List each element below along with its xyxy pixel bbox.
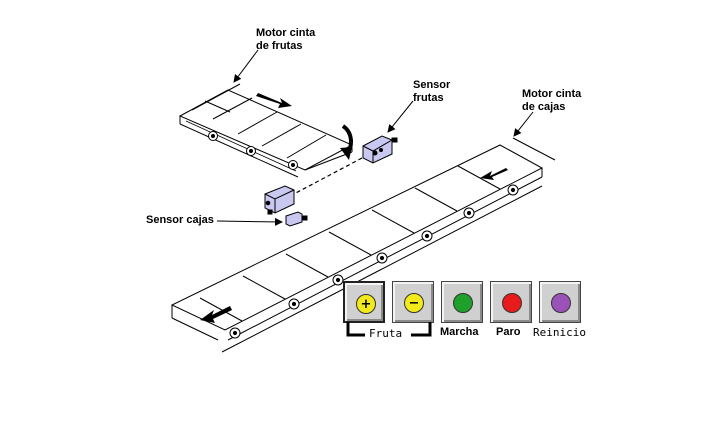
- box-belt-rollers: [229, 184, 519, 339]
- green-lamp-icon: [453, 293, 473, 313]
- fruta-group-bracket: [346, 322, 432, 337]
- box-sensor: [264, 185, 295, 215]
- motor-box-belt-label: Motor cinta de cajas: [522, 88, 581, 114]
- fruit-belt-direction-arrow: [256, 93, 292, 108]
- box-conveyor-belt: [170, 137, 556, 353]
- motor-fruit-belt-label-line2: de frutas: [256, 40, 303, 52]
- fruit-conveyor-belt: [178, 83, 354, 178]
- marcha-label: Marcha: [440, 326, 479, 338]
- paro-label: Paro: [496, 326, 521, 338]
- fruit-sensor-label: Sensor frutas: [413, 79, 450, 105]
- box-sensor-label: Sensor cajas: [146, 214, 214, 227]
- motor-box-belt-label-line2: de cajas: [522, 101, 566, 113]
- plus-icon: +: [356, 294, 376, 314]
- motor-fruit-belt-label-line1: Motor cinta: [256, 27, 316, 39]
- sensor-beam: [291, 157, 363, 196]
- box-belt-direction-arrow-top: [480, 168, 508, 180]
- fruta-plus-button[interactable]: +: [343, 281, 385, 323]
- fruta-group-label: Fruta: [369, 327, 403, 340]
- fruit-sensor-label-line1: Sensor: [413, 79, 451, 91]
- fruit-belt-rollers: [208, 131, 298, 170]
- box-sensor-reflector: [285, 211, 308, 227]
- label-leader-lines: [216, 49, 534, 226]
- marcha-button[interactable]: [441, 281, 483, 323]
- paro-button[interactable]: [490, 281, 532, 323]
- fruit-sensor-label-line2: frutas: [413, 92, 444, 104]
- fruta-minus-button[interactable]: −: [392, 281, 434, 323]
- reinicio-button[interactable]: [539, 281, 581, 323]
- motor-fruit-belt-label: Motor cinta de frutas: [256, 27, 315, 53]
- red-lamp-icon: [502, 293, 522, 313]
- motor-box-belt-label-line1: Motor cinta: [522, 88, 582, 100]
- purple-lamp-icon: [551, 293, 571, 313]
- box-belt-direction-arrow-bottom: [200, 306, 232, 323]
- reinicio-label: Reinicio: [533, 326, 586, 339]
- fruit-sensor: [362, 135, 398, 164]
- box-sensor-label-text: Sensor cajas: [146, 214, 214, 226]
- minus-icon: −: [404, 293, 424, 313]
